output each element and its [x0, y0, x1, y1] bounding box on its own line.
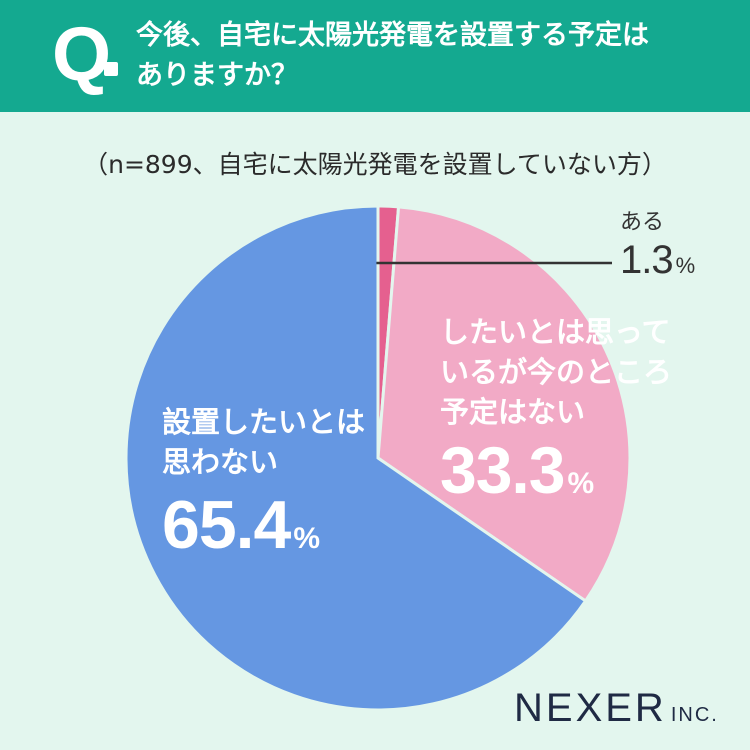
logo-name: NEXER — [514, 686, 667, 730]
label-maybe-line3: 予定はない — [440, 395, 586, 429]
label-no: 設置したいとは 思わない 65.4% — [162, 402, 365, 576]
label-no-line2: 思わない — [162, 445, 279, 479]
question-line-2: ありますか？ — [136, 60, 298, 91]
label-maybe-line1: したいとは思って — [440, 315, 671, 349]
label-maybe-value-row: 33.3% — [440, 434, 672, 520]
label-no-unit: % — [293, 522, 321, 555]
question-text: 今後、自宅に太陽光発電を設置する予定は ありますか？ — [136, 16, 736, 96]
question-line-1: 今後、自宅に太陽光発電を設置する予定は — [136, 20, 649, 51]
label-no-value-row: 65.4% — [162, 488, 365, 576]
q-dot — [104, 62, 118, 76]
label-no-value: 65.4 — [162, 487, 291, 563]
label-maybe-line2: いるが今のところ — [440, 355, 673, 389]
label-yes-line1: ある — [620, 210, 665, 235]
pie-slice-1 — [376, 205, 632, 604]
label-yes: ある 1.3% — [620, 208, 695, 288]
pie-slice-2 — [124, 204, 588, 712]
q-mark: Q — [52, 12, 112, 97]
logo-suffix: INC. — [670, 704, 719, 726]
label-maybe: したいとは思って いるが今のところ 予定はない 33.3% — [440, 312, 672, 520]
company-logo: NEXER INC. — [514, 686, 719, 731]
label-maybe-value: 33.3 — [440, 433, 565, 507]
sample-note: （n=899、自宅に太陽光発電を設置していない方） — [83, 150, 667, 179]
label-yes-value: 1.3 — [620, 238, 674, 282]
label-yes-unit: % — [675, 253, 696, 278]
label-yes-value-row: 1.3% — [620, 238, 695, 288]
header-banner: Q 今後、自宅に太陽光発電を設置する予定は ありますか？ — [0, 0, 750, 112]
label-maybe-unit: % — [567, 467, 595, 500]
label-no-line1: 設置したいとは — [162, 405, 366, 439]
